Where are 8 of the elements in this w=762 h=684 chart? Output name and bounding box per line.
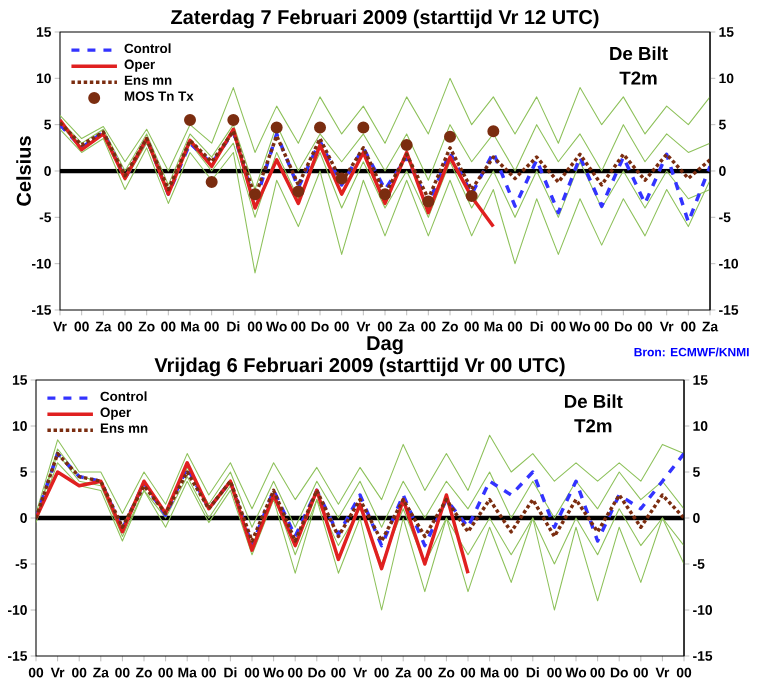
annotation: De Bilt <box>564 394 623 409</box>
y-axis-title: Celsius <box>16 136 31 206</box>
chart-title: Vrijdag 6 Februari 2009 (starttijd Vr 00 UTC) <box>154 357 565 377</box>
annotation: De Bilt <box>610 46 668 61</box>
chart-title: Zaterdag 7 Februari 2009 (starttijd Vr 12 UTC) <box>171 9 599 29</box>
annotation: T2m <box>619 71 657 85</box>
x-axis-title: Dag <box>367 336 403 355</box>
annotation: T2m <box>574 419 612 433</box>
